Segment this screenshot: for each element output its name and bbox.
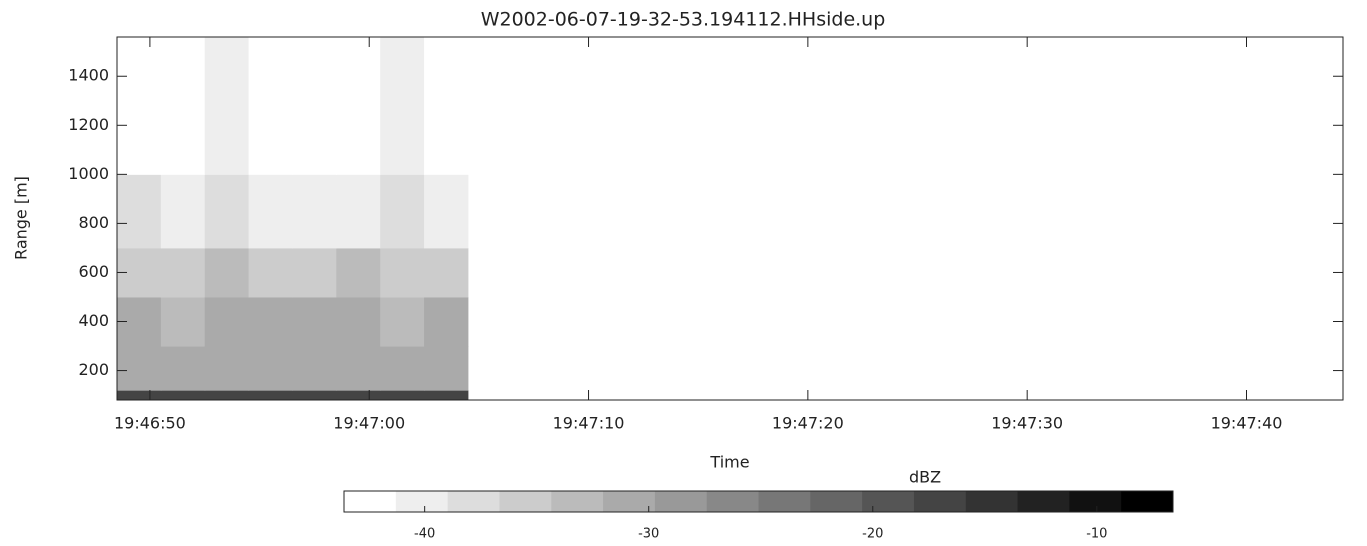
heatmap-cell — [117, 174, 162, 249]
x-tick-label: 19:47:10 — [553, 414, 625, 433]
colorbar-label: dBZ — [909, 468, 941, 487]
heatmap-cell — [292, 390, 337, 401]
colorbar-swatch — [551, 491, 604, 512]
x-tick-label: 19:47:00 — [333, 414, 405, 433]
heatmap-cell — [380, 390, 425, 401]
heatmap-cell — [380, 296, 425, 347]
colorbar-tick-label: -30 — [638, 527, 659, 542]
heatmap-cell — [380, 37, 425, 175]
x-tick-label: 19:47:30 — [991, 414, 1063, 433]
heatmap-cell — [248, 37, 293, 175]
colorbar-swatch — [603, 491, 656, 512]
colorbar-swatch — [913, 491, 967, 512]
heatmap-cell — [292, 37, 337, 175]
heatmap-cell — [292, 346, 337, 391]
colorbar-tick-label: -40 — [414, 527, 435, 542]
y-tick-label: 1400 — [68, 66, 109, 85]
heatmap-cell — [424, 346, 469, 391]
colorbar-swatch — [395, 491, 449, 512]
colorbar-swatch — [344, 491, 397, 512]
x-tick-label: 19:47:20 — [772, 414, 844, 433]
heatmap-cell — [336, 174, 381, 249]
heatmap-cell — [248, 296, 293, 347]
heatmap-cell — [160, 37, 206, 175]
heatmap-cell — [336, 390, 381, 401]
heatmap-cell — [336, 346, 381, 391]
colorbar-swatch — [810, 491, 863, 512]
y-tick-label: 800 — [78, 213, 109, 232]
heatmap-cell — [424, 174, 469, 249]
y-tick-label: 1200 — [68, 115, 109, 134]
y-tick-label: 1000 — [68, 164, 109, 183]
heatmap-cell — [160, 247, 206, 298]
heatmap-cell — [204, 346, 250, 391]
x-axis-label: Time — [709, 453, 749, 472]
y-axis-label: Range [m] — [12, 176, 31, 260]
heatmap-cell — [117, 390, 162, 401]
colorbar-tick-label: -10 — [1086, 527, 1107, 542]
colorbar-swatch — [1121, 491, 1174, 512]
colorbar-swatch — [965, 491, 1019, 512]
heatmap-cell — [160, 390, 206, 401]
y-tick-label: 400 — [78, 311, 109, 330]
heatmap-cell — [424, 296, 469, 347]
colorbar-swatch — [1069, 491, 1122, 512]
heatmap-cell — [380, 247, 425, 298]
colorbar-frame — [343, 490, 1174, 513]
x-tick-label: 19:47:40 — [1211, 414, 1283, 433]
heatmap-cell — [204, 247, 250, 298]
heatmap-cell — [204, 37, 250, 175]
heatmap-cell — [117, 346, 162, 391]
plot-frame — [116, 36, 1344, 401]
heatmap-cell — [292, 296, 337, 347]
heatmap-cell — [336, 247, 381, 298]
colorbar-swatch — [706, 491, 759, 512]
colorbar-swatch — [447, 491, 500, 512]
colorbar-swatch — [1017, 491, 1070, 512]
heatmap-cell — [248, 346, 293, 391]
y-tick-label: 200 — [78, 360, 109, 379]
heatmap-cell — [336, 37, 381, 175]
heatmap-cell — [424, 390, 469, 401]
heatmap-cell — [160, 296, 206, 347]
heatmap-cell — [380, 346, 425, 391]
heatmap-cell — [248, 390, 293, 401]
heatmap-cell — [204, 296, 250, 347]
colorbar-swatch — [758, 491, 811, 512]
heatmap-cell — [248, 174, 293, 249]
chart-title: W2002-06-07-19-32-53.194112.HHside.up — [481, 9, 886, 31]
heatmap-cell — [424, 247, 469, 298]
heatmap-cell — [424, 37, 469, 175]
colorbar-swatch — [862, 491, 915, 512]
colorbar-swatch — [499, 491, 552, 512]
heatmap-cell — [160, 346, 206, 391]
heatmap-cell — [248, 247, 293, 298]
colorbar-swatch — [654, 491, 708, 512]
heatmap-cell — [204, 390, 250, 401]
heatmap-cell — [292, 174, 337, 249]
heatmap-cell — [336, 296, 381, 347]
heatmap-cell — [204, 174, 250, 249]
heatmap-cell — [292, 247, 337, 298]
heatmap-cell — [117, 37, 162, 175]
x-tick-label: 19:46:50 — [114, 414, 186, 433]
heatmap-cell — [380, 174, 425, 249]
y-tick-label: 600 — [78, 262, 109, 281]
colorbar-tick-label: -20 — [862, 527, 883, 542]
heatmap-cell — [160, 174, 206, 249]
